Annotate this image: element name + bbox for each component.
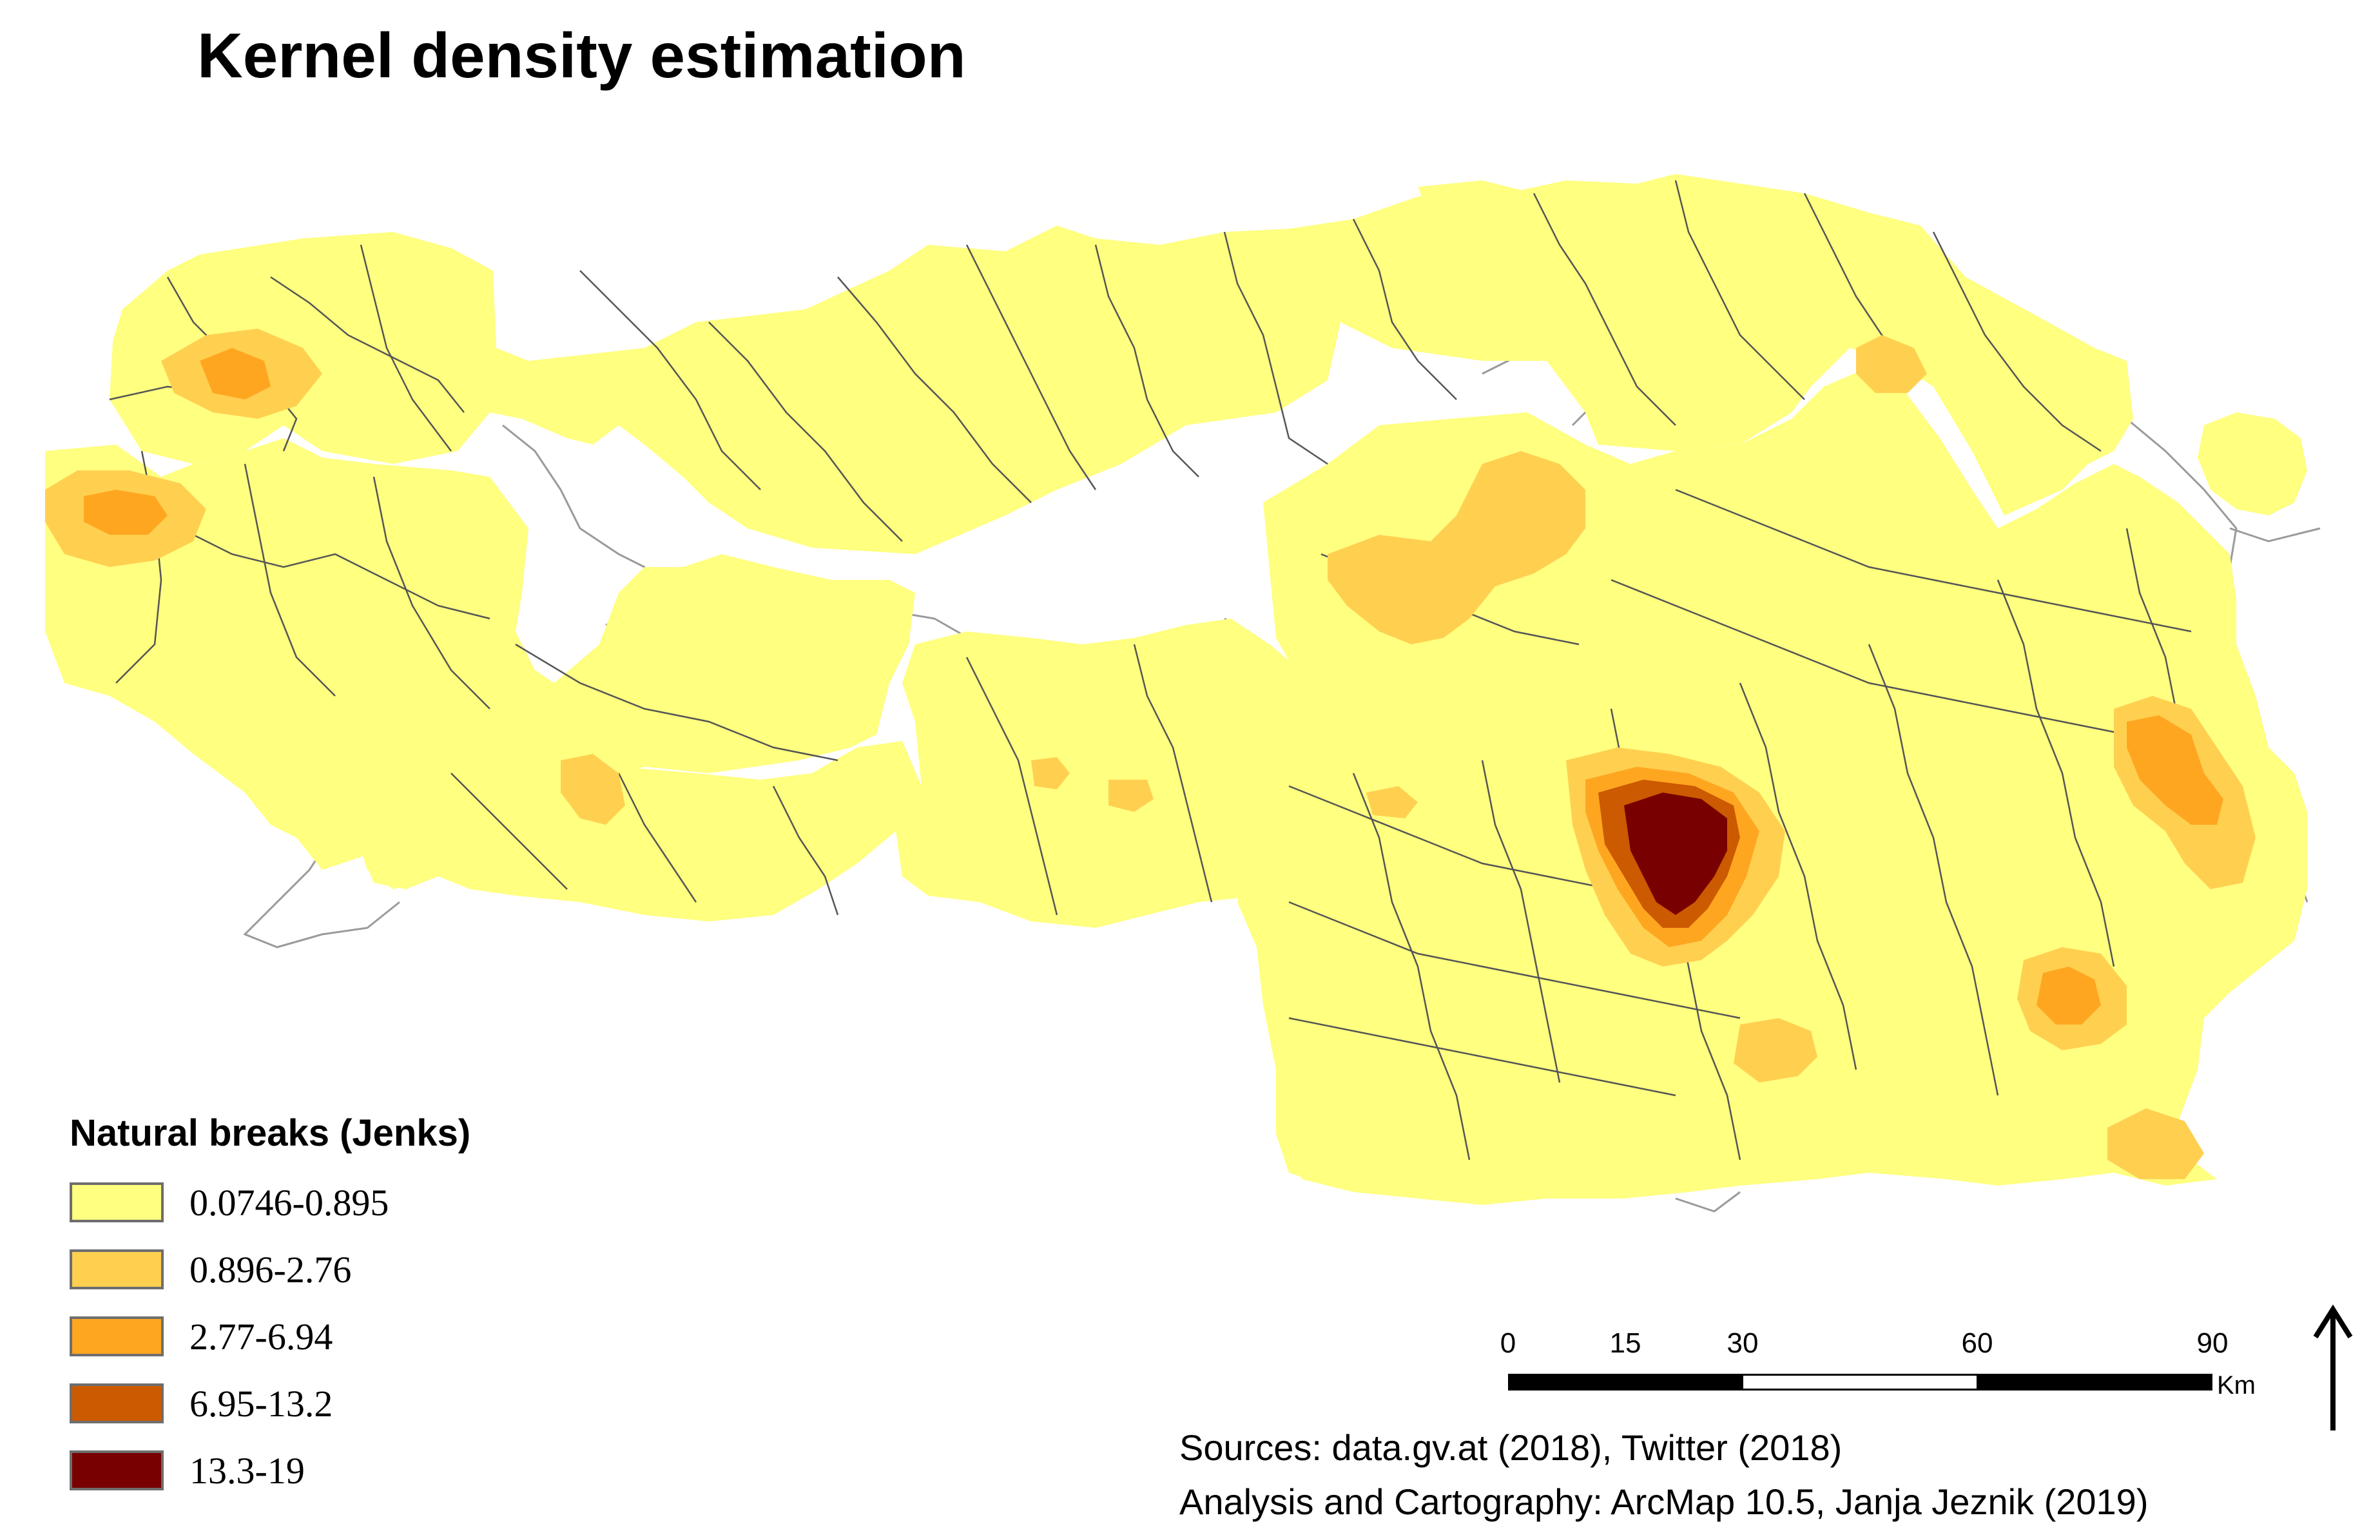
north-arrow-icon xyxy=(2313,1304,2353,1430)
legend-label: 0.0746-0.895 xyxy=(189,1181,389,1224)
credits-analysis: Analysis and Cartography: ArcMap 10.5, J… xyxy=(1179,1481,2149,1522)
legend-label: 13.3-19 xyxy=(189,1449,305,1492)
scale-tick-label: 60 xyxy=(1961,1327,1993,1359)
density-class-1 xyxy=(45,174,2307,1205)
scale-tick-label: 15 xyxy=(1609,1327,1641,1359)
legend-swatch xyxy=(70,1383,164,1423)
legend-swatch xyxy=(70,1249,164,1289)
legend-swatch xyxy=(70,1450,164,1490)
legend-label: 0.896-2.76 xyxy=(189,1248,352,1291)
scale-tick-label: 30 xyxy=(1727,1327,1759,1359)
legend-item: 2.77-6.94 xyxy=(70,1303,470,1370)
legend-label: 6.95-13.2 xyxy=(189,1382,333,1425)
map-title: Kernel density estimation xyxy=(197,20,966,91)
legend-swatch xyxy=(70,1316,164,1356)
legend-label: 2.77-6.94 xyxy=(189,1315,333,1358)
scale-segment xyxy=(1510,1376,1743,1389)
scale-segment xyxy=(1743,1376,1977,1389)
credits: Sources: data.gv.at (2018), Twitter (201… xyxy=(1179,1421,2148,1529)
legend-item: 0.896-2.76 xyxy=(70,1236,470,1303)
administrative-boundaries xyxy=(51,180,2205,1160)
legend-item: 0.0746-0.895 xyxy=(70,1169,470,1236)
legend-title: Natural breaks (Jenks) xyxy=(70,1112,471,1154)
density-class-5 xyxy=(1624,793,1727,915)
scale-bar: 0 15 30 60 90 Km xyxy=(1500,1327,2256,1400)
scale-tick-label: 0 xyxy=(1500,1327,1516,1359)
legend: Natural breaks (Jenks) 0.0746-0.895 0.89… xyxy=(70,1112,470,1504)
credits-sources: Sources: data.gv.at (2018), Twitter (201… xyxy=(1179,1427,1843,1468)
legend-item: 6.95-13.2 xyxy=(70,1370,470,1437)
scale-tick-label: 90 xyxy=(2196,1327,2229,1359)
legend-item: 13.3-19 xyxy=(70,1437,470,1504)
legend-swatch xyxy=(70,1182,164,1222)
scale-bar-track xyxy=(1508,1374,2212,1391)
scale-unit: Km xyxy=(2217,1371,2256,1400)
scale-segment xyxy=(1976,1376,2211,1389)
